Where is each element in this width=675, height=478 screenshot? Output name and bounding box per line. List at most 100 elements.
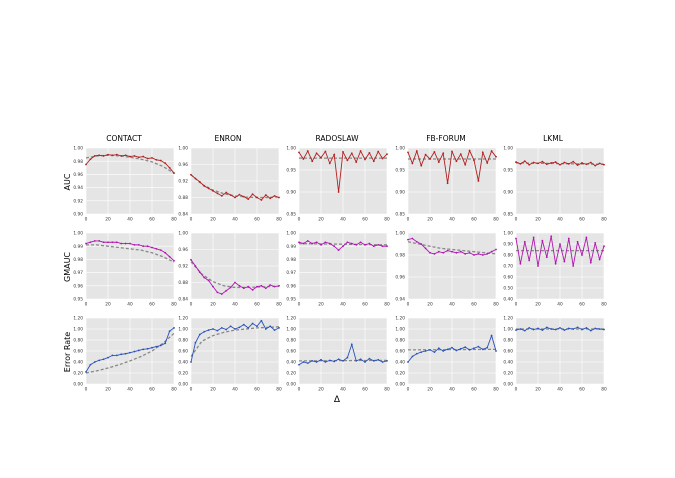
x-tick-label: 60 [471, 302, 477, 308]
data-point [420, 351, 423, 353]
x-tick-label: 60 [471, 387, 477, 393]
y-tick-label: 1.00 [73, 231, 83, 237]
y-tick-label: 1.20 [395, 316, 405, 322]
panel-error-rate-radoslaw: 0.00 0.20 0.40 0.60 0.80 1.00 1.20 0 20 40 60 80 [286, 316, 390, 393]
data-point [93, 361, 96, 363]
y-tick-label: 0.90 [395, 190, 405, 196]
x-tick-label: 0 [298, 302, 301, 308]
data-point [372, 245, 375, 248]
data-point [346, 356, 349, 359]
data-point [220, 194, 223, 197]
data-point [107, 241, 109, 244]
data-point [473, 254, 475, 256]
x-tick-label: 80 [601, 387, 607, 393]
data-point [589, 161, 592, 164]
y-tick-label: 0.40 [178, 360, 188, 366]
y-tick-label: 1.00 [73, 146, 83, 152]
x-tick-label: 20 [427, 387, 433, 393]
data-point [528, 259, 531, 262]
y-tick-label: 0.80 [178, 338, 188, 344]
x-tick-label: 40 [449, 302, 455, 308]
data-point [481, 151, 484, 154]
panel-error-rate-fb-forum: 0.00 0.20 0.40 0.60 0.80 1.00 1.20 0 20 40 60 80 [395, 316, 499, 393]
x-tick-label: 0 [407, 387, 410, 393]
x-tick-label: 0 [515, 217, 518, 223]
data-point [102, 155, 105, 157]
data-point [364, 158, 366, 161]
data-point [229, 194, 232, 196]
data-point [225, 191, 228, 194]
x-tick-label: 20 [210, 217, 216, 223]
data-point [451, 250, 453, 253]
x-tick-label: 80 [384, 387, 390, 393]
y-tick-label: 0.40 [503, 360, 513, 366]
panel-auc-enron: 0.84 0.88 0.92 0.96 1.00 0 20 40 60 80 [178, 146, 282, 223]
x-tick-label: 0 [85, 302, 88, 308]
data-point [146, 245, 149, 248]
x-tick-label: 60 [471, 217, 477, 223]
data-point [264, 287, 267, 290]
x-tick-label: 60 [254, 302, 260, 308]
y-tick-label: 0.95 [395, 168, 405, 174]
data-point [377, 358, 380, 361]
x-tick-label: 80 [493, 217, 499, 223]
data-point [455, 251, 458, 254]
data-point [407, 238, 409, 241]
y-tick-label: 1.00 [178, 327, 188, 333]
column-title-enron: ENRON [214, 134, 241, 143]
data-point [198, 333, 201, 336]
x-tick-label: 0 [85, 387, 88, 393]
x-tick-label: 80 [276, 217, 282, 223]
data-point [207, 329, 210, 331]
data-point [155, 345, 158, 348]
data-point [190, 173, 192, 176]
y-tick-label: 0.98 [73, 257, 83, 263]
data-point [437, 347, 440, 350]
data-point [216, 192, 219, 195]
data-point [333, 360, 336, 363]
data-point [495, 350, 497, 352]
data-point [337, 358, 340, 361]
data-point [120, 353, 123, 356]
y-tick-label: 0.20 [73, 371, 83, 377]
column-title-lkml: LKML [543, 134, 564, 143]
data-point [537, 265, 539, 267]
data-point [386, 245, 388, 248]
x-tick-label: 20 [210, 302, 216, 308]
data-point [528, 163, 531, 166]
data-point [315, 241, 318, 244]
data-point [93, 155, 96, 157]
y-tick-label: 0.90 [73, 212, 83, 218]
data-point [155, 247, 158, 250]
data-point [368, 242, 371, 245]
data-point [164, 251, 167, 254]
y-tick-label: 0.96 [178, 162, 188, 168]
x-tick-label: 60 [579, 302, 585, 308]
data-point [207, 187, 210, 190]
data-point [446, 182, 449, 185]
data-point [545, 163, 548, 166]
data-point [324, 361, 327, 363]
data-point [537, 162, 539, 165]
x-tick-label: 40 [557, 217, 563, 223]
data-point [537, 327, 539, 330]
x-tick-label: 0 [85, 217, 88, 223]
data-point [424, 247, 427, 250]
data-point [550, 328, 553, 330]
y-tick-label: 0.99 [286, 244, 296, 250]
y-tick-label: 0.88 [178, 195, 188, 201]
data-point [459, 347, 462, 350]
y-tick-label: 0.95 [503, 168, 513, 174]
y-tick-label: 0.40 [73, 360, 83, 366]
y-tick-label: 0.96 [286, 283, 296, 289]
data-point [225, 328, 228, 331]
data-point [411, 162, 414, 165]
x-tick-label: 40 [127, 217, 133, 223]
data-point [477, 180, 480, 182]
data-point [298, 151, 300, 154]
y-tick-label: 1.00 [503, 231, 513, 237]
data-point [273, 329, 276, 331]
y-tick-label: 1.00 [395, 327, 405, 333]
data-point [563, 329, 566, 331]
